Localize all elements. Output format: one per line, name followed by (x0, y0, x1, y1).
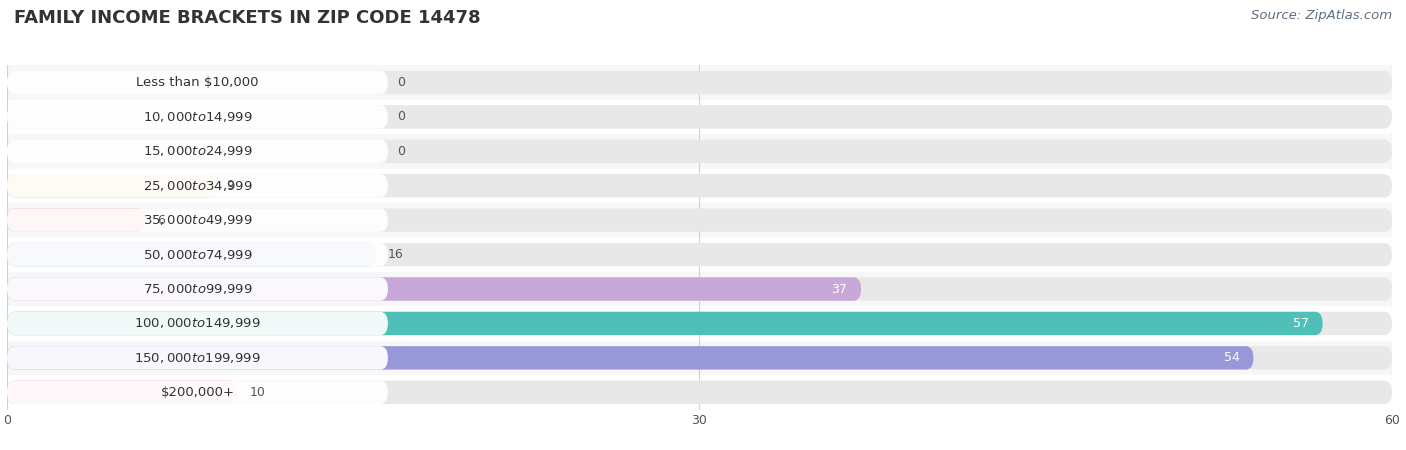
Text: $35,000 to $49,999: $35,000 to $49,999 (142, 213, 252, 227)
Text: FAMILY INCOME BRACKETS IN ZIP CODE 14478: FAMILY INCOME BRACKETS IN ZIP CODE 14478 (14, 9, 481, 27)
FancyBboxPatch shape (7, 174, 388, 198)
FancyBboxPatch shape (7, 346, 1392, 369)
FancyBboxPatch shape (7, 243, 377, 266)
FancyBboxPatch shape (7, 208, 1392, 232)
FancyBboxPatch shape (7, 208, 146, 232)
FancyBboxPatch shape (7, 346, 1254, 369)
FancyBboxPatch shape (7, 140, 388, 163)
FancyBboxPatch shape (7, 381, 1392, 404)
Text: $75,000 to $99,999: $75,000 to $99,999 (142, 282, 252, 296)
Text: 6: 6 (157, 214, 165, 227)
FancyBboxPatch shape (7, 105, 1392, 129)
FancyBboxPatch shape (7, 105, 388, 129)
FancyBboxPatch shape (7, 381, 388, 404)
Text: 37: 37 (831, 283, 848, 296)
FancyBboxPatch shape (7, 174, 1392, 198)
Text: $50,000 to $74,999: $50,000 to $74,999 (142, 248, 252, 261)
FancyBboxPatch shape (7, 243, 1392, 266)
FancyBboxPatch shape (7, 208, 388, 232)
FancyBboxPatch shape (7, 277, 860, 301)
FancyBboxPatch shape (7, 168, 1392, 203)
Text: 10: 10 (249, 386, 266, 399)
FancyBboxPatch shape (7, 346, 388, 369)
Text: $150,000 to $199,999: $150,000 to $199,999 (134, 351, 260, 365)
Text: Source: ZipAtlas.com: Source: ZipAtlas.com (1251, 9, 1392, 22)
Text: 54: 54 (1223, 351, 1240, 364)
FancyBboxPatch shape (7, 312, 1323, 335)
FancyBboxPatch shape (7, 238, 1392, 272)
FancyBboxPatch shape (7, 277, 388, 301)
Text: $100,000 to $149,999: $100,000 to $149,999 (134, 316, 260, 330)
FancyBboxPatch shape (7, 203, 1392, 238)
FancyBboxPatch shape (7, 140, 1392, 163)
Text: 57: 57 (1294, 317, 1309, 330)
FancyBboxPatch shape (7, 71, 1392, 94)
FancyBboxPatch shape (7, 134, 1392, 168)
FancyBboxPatch shape (7, 312, 1392, 335)
FancyBboxPatch shape (7, 375, 1392, 410)
Text: 16: 16 (388, 248, 404, 261)
FancyBboxPatch shape (7, 312, 388, 335)
FancyBboxPatch shape (7, 341, 1392, 375)
Text: $25,000 to $34,999: $25,000 to $34,999 (142, 179, 252, 193)
FancyBboxPatch shape (7, 243, 388, 266)
Text: 0: 0 (396, 145, 405, 158)
FancyBboxPatch shape (7, 381, 238, 404)
FancyBboxPatch shape (7, 277, 1392, 301)
Text: Less than $10,000: Less than $10,000 (136, 76, 259, 89)
Text: 0: 0 (396, 110, 405, 123)
FancyBboxPatch shape (7, 100, 1392, 134)
Text: 9: 9 (226, 179, 235, 192)
Text: $200,000+: $200,000+ (160, 386, 235, 399)
Text: $10,000 to $14,999: $10,000 to $14,999 (142, 110, 252, 124)
FancyBboxPatch shape (7, 65, 1392, 100)
Text: 0: 0 (396, 76, 405, 89)
FancyBboxPatch shape (7, 306, 1392, 341)
Text: $15,000 to $24,999: $15,000 to $24,999 (142, 144, 252, 158)
FancyBboxPatch shape (7, 174, 215, 198)
FancyBboxPatch shape (7, 272, 1392, 306)
FancyBboxPatch shape (7, 71, 388, 94)
